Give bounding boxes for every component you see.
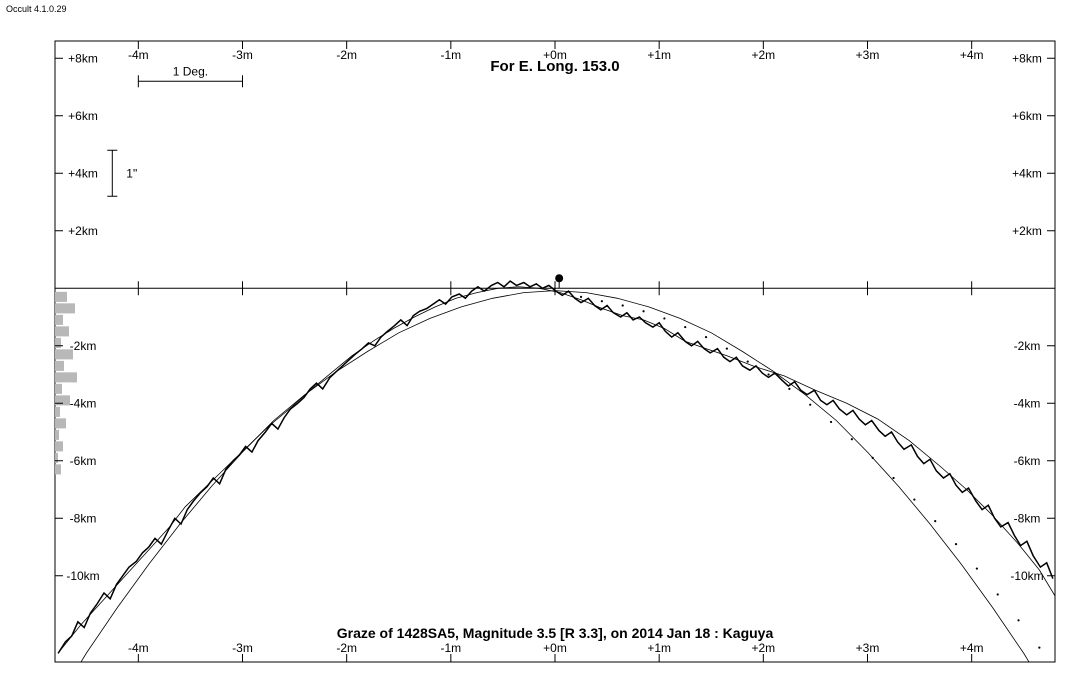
chart-title: For E. Long. 153.0 [490, 58, 619, 75]
dotted-profile-point [767, 373, 769, 375]
smoothed-profile [60, 287, 1055, 651]
dotted-profile-point [809, 404, 811, 406]
dotted-profile-point [892, 477, 894, 479]
dotted-profile-point [788, 388, 790, 390]
y-right-label: +2km [1012, 224, 1042, 238]
histogram-bar [55, 407, 60, 417]
dotted-profile-point [705, 336, 707, 338]
star-marker [555, 274, 563, 282]
histogram-bar [55, 453, 58, 463]
y-left-label: -10km [66, 569, 99, 583]
x-bottom-label: -3m [232, 641, 253, 655]
histogram-bar [55, 303, 75, 313]
histogram-bar [55, 361, 64, 371]
x-bottom-label: +3m [856, 641, 880, 655]
histogram-bar [55, 326, 69, 336]
x-top-label: -3m [232, 48, 253, 62]
x-top-label: +3m [856, 48, 880, 62]
y-right-label: -10km [1010, 569, 1043, 583]
histogram-bar [55, 395, 70, 405]
y-left-label: -8km [70, 511, 97, 525]
dotted-profile-point [601, 300, 603, 302]
y-right-label: +6km [1012, 109, 1042, 123]
x-bottom-label: +1m [647, 641, 671, 655]
x-bottom-label: +0m [543, 641, 567, 655]
deg-scale-label: 1 Deg. [173, 64, 208, 78]
y-right-label: -2km [1014, 339, 1041, 353]
dotted-profile-point [913, 498, 915, 500]
y-left-label: +2km [68, 224, 98, 238]
dotted-profile-point [580, 296, 582, 298]
dotted-profile-point [851, 438, 853, 440]
x-bottom-label: -1m [440, 641, 461, 655]
histogram-bar [55, 430, 59, 440]
plot-frame [55, 41, 1055, 662]
chart-subtitle: Graze of 1428SA5, Magnitude 3.5 [R 3.3],… [337, 625, 774, 641]
histogram-bar [55, 315, 63, 325]
x-bottom-label: -4m [128, 641, 149, 655]
dotted-profile-point [955, 543, 957, 545]
y-left-label: -6km [70, 454, 97, 468]
dotted-profile-point [726, 348, 728, 350]
x-top-label: +1m [647, 48, 671, 62]
rough-profile [58, 281, 1053, 653]
x-top-label: -1m [440, 48, 461, 62]
dotted-profile-point [997, 593, 999, 595]
y-left-label: -4km [70, 396, 97, 410]
dotted-profile-point [622, 304, 624, 306]
histogram-bar [55, 441, 63, 451]
dotted-profile-point [872, 457, 874, 459]
y-right-label: +4km [1012, 166, 1042, 180]
dotted-profile-point [663, 317, 665, 319]
dotted-profile-point [747, 360, 749, 362]
x-top-label: +2m [751, 48, 775, 62]
histogram-bar [55, 418, 66, 428]
histogram-bar [55, 464, 61, 474]
x-top-label: -2m [336, 48, 357, 62]
y-right-label: +8km [1012, 51, 1042, 65]
histogram-bar [55, 372, 77, 382]
x-bottom-label: -2m [336, 641, 357, 655]
y-right-label: -8km [1014, 511, 1041, 525]
arcsec-scale-label: 1" [126, 166, 137, 180]
x-bottom-label: +4m [960, 641, 984, 655]
y-left-label: +4km [68, 166, 98, 180]
histogram-bar [55, 384, 62, 394]
y-right-label: -6km [1014, 454, 1041, 468]
y-left-label: +6km [68, 109, 98, 123]
y-left-label: -2km [70, 339, 97, 353]
dotted-profile-point [976, 567, 978, 569]
dotted-profile-point [934, 520, 936, 522]
x-top-label: +4m [960, 48, 984, 62]
dotted-profile-point [684, 326, 686, 328]
x-bottom-label: +2m [751, 641, 775, 655]
x-top-label: -4m [128, 48, 149, 62]
dotted-profile-point [1038, 647, 1040, 649]
dotted-profile-point [830, 421, 832, 423]
y-right-label: -4km [1014, 396, 1041, 410]
dotted-profile-point [642, 310, 644, 312]
dotted-profile-point [1017, 619, 1019, 621]
graze-profile-plot: -4m -3m -2m -1m +0m +1m +2m +3m +4m -4m -3m -2m -1m +… [0, 0, 1077, 695]
y-left-label: +8km [68, 51, 98, 65]
histogram-bar [55, 338, 61, 348]
histogram-bar [55, 292, 67, 302]
